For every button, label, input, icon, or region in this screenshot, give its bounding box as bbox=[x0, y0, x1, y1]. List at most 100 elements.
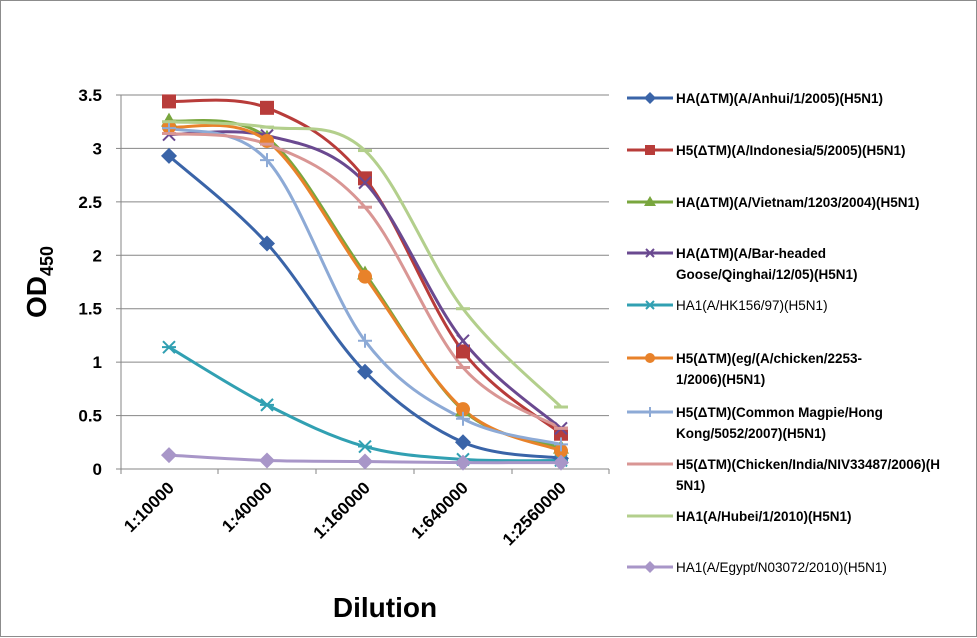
marker-stroke bbox=[645, 300, 655, 310]
data-point-marker bbox=[162, 340, 176, 354]
series-markers bbox=[161, 94, 569, 471]
legend-entry: HA1(A/Egypt/N03072/2010)(H5N1) bbox=[627, 560, 887, 575]
legend-label: HA(ΔTM)(A/Bar-headed bbox=[676, 246, 826, 261]
series-lines bbox=[168, 98, 563, 465]
data-point-marker bbox=[645, 145, 655, 155]
legend-label: HA(ΔTM)(A/Anhui/1/2005)(H5N1) bbox=[676, 91, 883, 106]
data-point-marker bbox=[645, 407, 655, 417]
y-tick-label: 3 bbox=[93, 139, 102, 158]
legend-entry: HA1(A/Hubei/1/2010)(H5N1) bbox=[627, 509, 852, 524]
data-point-marker bbox=[358, 149, 372, 153]
x-tick-label: 1:40000 bbox=[218, 478, 276, 536]
legend-label: 5N1) bbox=[676, 478, 705, 493]
data-point-marker bbox=[358, 205, 372, 209]
legend-label: HA(ΔTM)(A/Vietnam/1203/2004)(H5N1) bbox=[676, 195, 920, 210]
marker-stroke bbox=[358, 333, 372, 348]
data-point-marker bbox=[456, 365, 470, 369]
data-point-marker bbox=[644, 196, 656, 206]
data-point-marker bbox=[161, 447, 177, 464]
x-tick-label: 1:640000 bbox=[408, 478, 472, 542]
data-point-marker bbox=[358, 175, 372, 190]
data-point-marker bbox=[162, 94, 176, 109]
marker-stroke bbox=[554, 437, 568, 452]
data-point-marker bbox=[554, 426, 568, 430]
y-tick-label: 1.5 bbox=[78, 300, 102, 319]
data-point-marker bbox=[645, 353, 655, 363]
marker-stroke bbox=[260, 398, 274, 412]
data-point-marker bbox=[456, 307, 470, 311]
data-point-marker bbox=[456, 334, 470, 348]
data-point-marker bbox=[358, 333, 372, 348]
y-tick-label: 2 bbox=[93, 246, 102, 265]
y-tick-label: 0 bbox=[93, 460, 102, 479]
marker-stroke bbox=[358, 439, 372, 454]
data-point-marker bbox=[456, 344, 470, 359]
x-tick-label: 1:160000 bbox=[310, 478, 374, 542]
legend-entry: HA1(A/HK156/97)(H5N1) bbox=[627, 298, 828, 313]
data-point-marker bbox=[357, 363, 373, 380]
series-line bbox=[168, 120, 563, 409]
data-point-marker bbox=[357, 453, 373, 470]
y-axis-title-main: OD bbox=[21, 276, 52, 318]
data-point-marker bbox=[358, 269, 372, 284]
legend-entry: HA(ΔTM)(A/Anhui/1/2005)(H5N1) bbox=[627, 91, 883, 106]
data-point-marker bbox=[645, 462, 655, 466]
data-point-marker bbox=[259, 235, 275, 252]
legend-label: H5(ΔTM)(Common Magpie/Hong bbox=[676, 405, 883, 420]
marker-stroke bbox=[645, 248, 655, 258]
data-point-marker bbox=[455, 454, 471, 471]
x-axis-title: Dilution bbox=[333, 592, 437, 623]
legend-entry: HA(ΔTM)(A/Bar-headed Goose/Qinghai/12/05)… bbox=[627, 246, 858, 282]
series-line bbox=[168, 130, 562, 430]
legend-entry: HA(ΔTM)(A/Vietnam/1203/2004)(H5N1) bbox=[627, 195, 920, 210]
legend-entry: H5(ΔTM)(A/Indonesia/5/2005)(H5N1) bbox=[627, 143, 906, 158]
legend-label: H5(ΔTM)(eg/(A/chicken/2253- bbox=[676, 351, 862, 366]
data-point-marker bbox=[260, 125, 274, 129]
legend-label: HA1(A/HK156/97)(H5N1) bbox=[676, 298, 828, 313]
y-axis-title-subscript: 450 bbox=[37, 246, 57, 276]
y-tick-label: 3.5 bbox=[78, 86, 102, 105]
data-point-marker bbox=[358, 171, 372, 186]
x-tick-labels: 1:10000 1:40000 1:160000 1:640000 1:2560000 bbox=[120, 478, 570, 549]
data-point-marker bbox=[553, 454, 569, 471]
data-point-marker bbox=[260, 153, 274, 168]
marker-stroke bbox=[162, 340, 176, 354]
data-point-marker bbox=[358, 439, 372, 454]
marker-stroke bbox=[456, 411, 470, 426]
legend-entry: H5(ΔTM)(Common Magpie/Hong Kong/5052/2007… bbox=[627, 405, 883, 441]
series-line bbox=[168, 154, 562, 460]
data-point-marker bbox=[554, 426, 568, 441]
y-tick-labels: 0 0.5 1 1.5 2 2.5 3 3.5 bbox=[78, 86, 102, 479]
legend-label: HA1(A/Hubei/1/2010)(H5N1) bbox=[676, 509, 852, 524]
series-line bbox=[168, 131, 562, 430]
legend-entry: H5(ΔTM)(eg/(A/chicken/2253- 1/2006)(H5N1) bbox=[627, 351, 862, 387]
data-point-marker bbox=[161, 147, 177, 164]
data-point-marker bbox=[259, 452, 275, 469]
legend-label: H5(ΔTM)(Chicken/India/NIV33487/2006)(H bbox=[676, 457, 940, 472]
data-point-marker bbox=[260, 133, 274, 148]
marker-stroke bbox=[358, 175, 372, 190]
legend-label: Goose/Qinghai/12/05)(H5N1) bbox=[676, 267, 858, 282]
data-point-marker bbox=[260, 100, 274, 115]
data-point-marker bbox=[554, 437, 568, 452]
legend-label: 1/2006)(H5N1) bbox=[676, 372, 765, 387]
data-point-marker bbox=[644, 561, 656, 573]
data-point-marker bbox=[162, 131, 176, 135]
y-tick-label: 0.5 bbox=[78, 407, 102, 426]
data-point-marker bbox=[554, 405, 568, 409]
data-point-marker bbox=[162, 120, 176, 124]
data-point-marker bbox=[645, 514, 655, 518]
marker-stroke bbox=[456, 334, 470, 348]
legend-entry: H5(ΔTM)(Chicken/India/NIV33487/2006)(H 5N… bbox=[627, 457, 940, 493]
x-tick-label: 1:2560000 bbox=[499, 478, 570, 549]
data-point-marker bbox=[456, 411, 470, 426]
data-point-marker bbox=[645, 300, 655, 310]
x-tick-label: 1:10000 bbox=[120, 478, 178, 536]
data-point-marker bbox=[455, 434, 471, 451]
marker-stroke bbox=[260, 153, 274, 168]
data-point-marker bbox=[260, 398, 274, 412]
data-point-marker bbox=[645, 248, 655, 258]
series-line bbox=[168, 126, 562, 446]
